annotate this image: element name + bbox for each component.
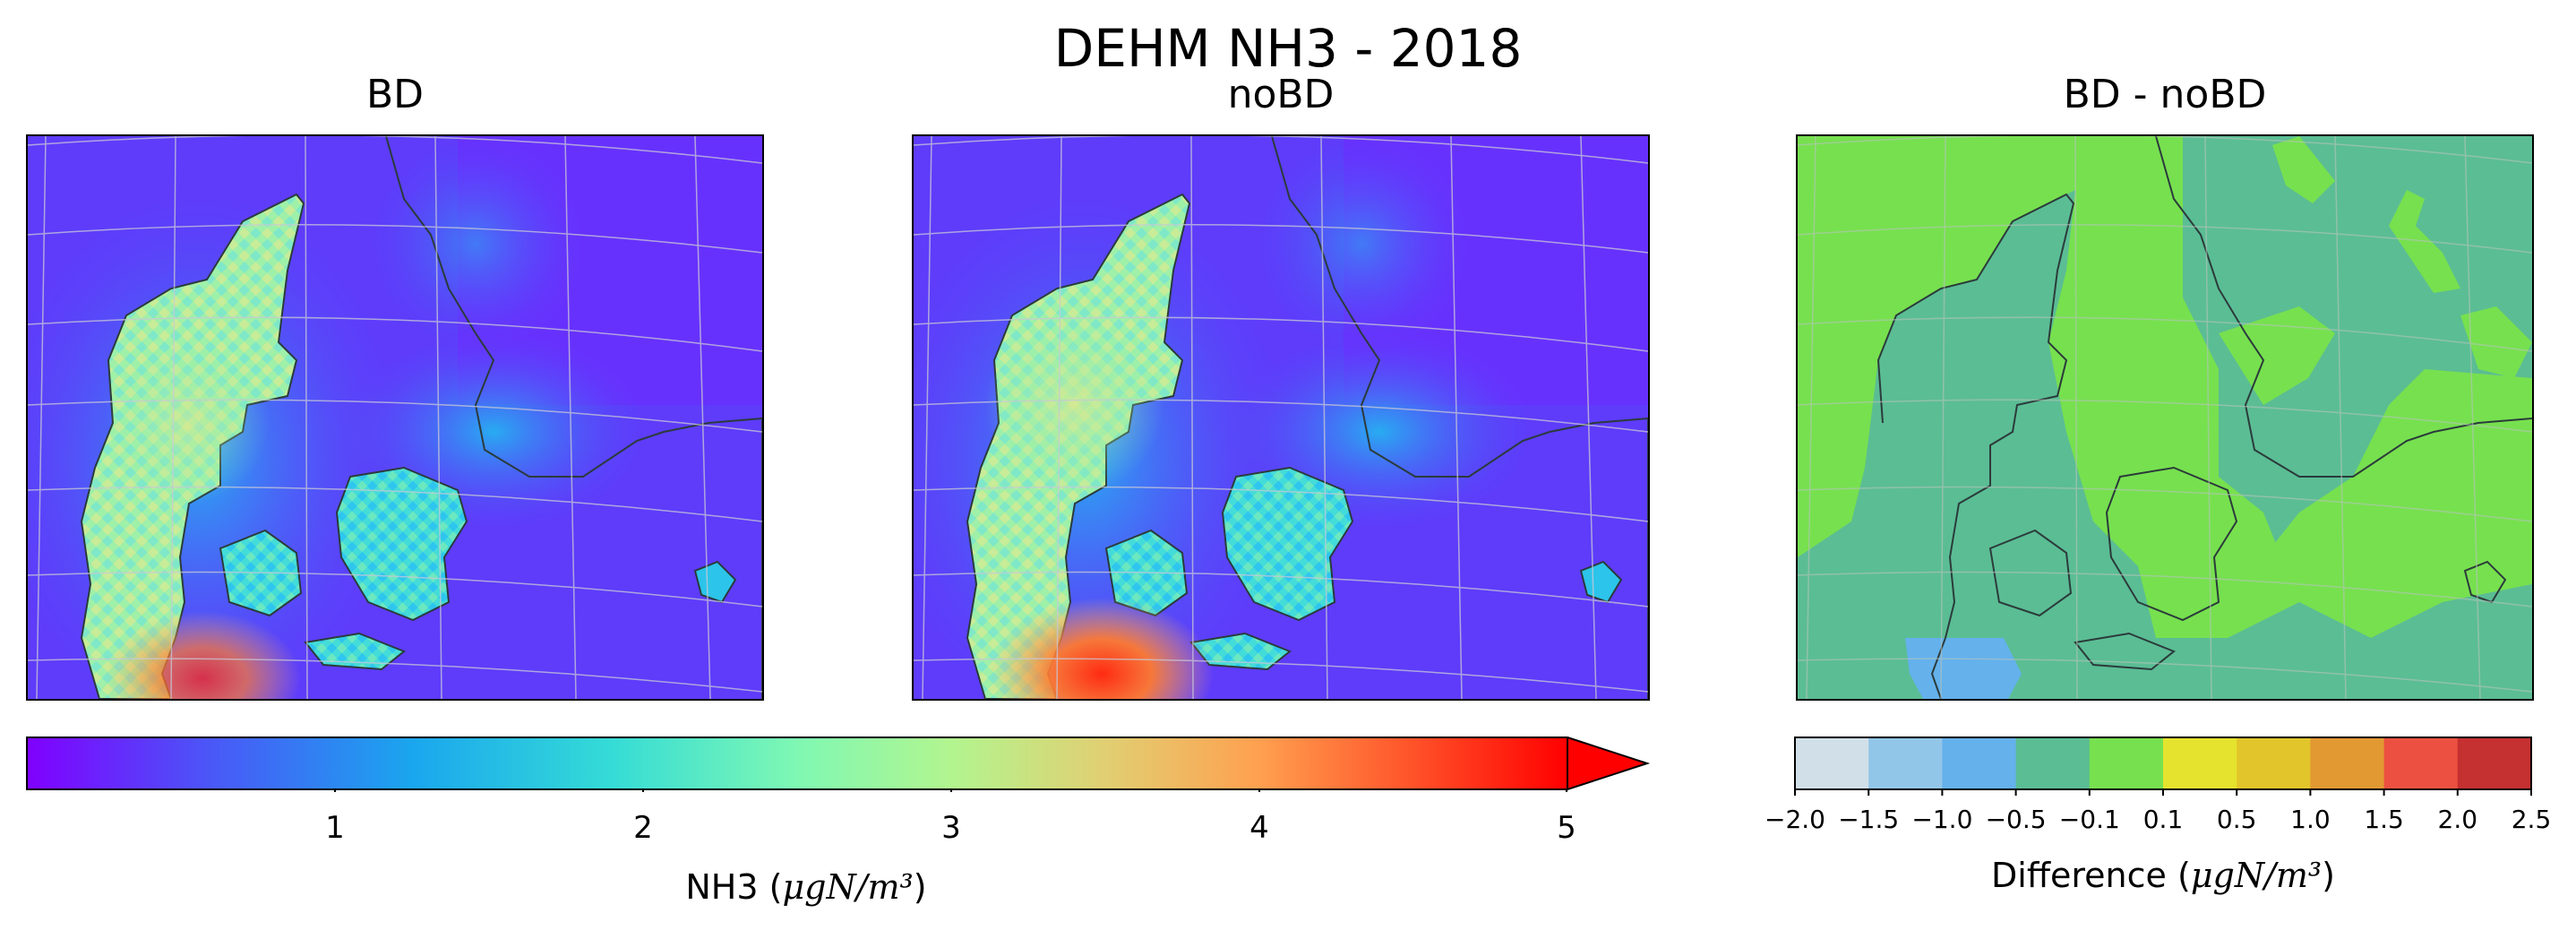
colorbar-diff-tick-label: −0.5: [1985, 805, 2047, 834]
map-diff: [1798, 136, 2532, 699]
colorbar-diff-tick-label: 2.0: [2437, 805, 2478, 834]
hotspot-south: [990, 598, 1214, 699]
colorbar-diff-bin: [2237, 737, 2311, 789]
colorbar-diff-tick-label: 1.0: [2290, 805, 2331, 834]
colorbar-diff: [1794, 737, 2532, 796]
colorbar-diff-bins: [1795, 737, 2532, 789]
bornholm: [693, 560, 737, 604]
gridlines: [28, 136, 762, 699]
colorbar-diff-bin: [1795, 737, 1869, 789]
diff-region-negative: [1905, 638, 2022, 699]
colorbar-diff-bin: [1868, 737, 1943, 789]
colorbar-main-tick-label: 3: [941, 810, 961, 846]
diff-region-positive: [1798, 136, 2299, 638]
colorbar-diff-bin: [2457, 737, 2532, 789]
colorbar-main-gradient: [27, 737, 1567, 789]
gridlines: [1798, 136, 2532, 699]
colorbar-diff-tick-label: −2.0: [1765, 805, 1825, 834]
colorbar-diff-tick-label: 1.5: [2364, 805, 2404, 834]
panel-title-diff: BD - noBD: [2063, 72, 2267, 117]
colorbar-extend-arrow: [1567, 737, 1651, 791]
colorbar-diff-tick-label: 2.5: [2511, 805, 2552, 834]
colorbar-diff-tick-label: −1.0: [1911, 805, 1973, 834]
colorbar-diff-bin: [2310, 737, 2385, 789]
colorbar-diff-bin: [2163, 737, 2237, 789]
colorbar-diff-tick-label: −1.5: [1838, 805, 1900, 834]
colorbar-main-tick-label: 1: [325, 810, 345, 846]
map-nobd: [914, 136, 1648, 699]
colorbar-diff-bin: [1942, 737, 2017, 789]
colorbar-diff-tick-label: 0.1: [2142, 805, 2184, 834]
colorbar-diff-bin: [2015, 737, 2091, 789]
panel-title-bd: BD: [365, 72, 425, 117]
colorbar-diff-label: Difference (μgN/m³): [1991, 856, 2335, 895]
colorbar-diff-tick-label: −0.1: [2058, 805, 2120, 834]
colorbar-main-tick-label: 4: [1249, 810, 1269, 846]
colorbar-main-ticks: [334, 789, 1567, 792]
colorbar-main-label: NH3 (μgN/m³): [685, 867, 927, 907]
colorbar-diff-bin: [2089, 737, 2164, 789]
map-panel-bd: [26, 134, 764, 701]
map-bd: [28, 136, 762, 699]
colorbar-diff-bin: [2383, 737, 2459, 789]
map-panel-diff: [1796, 134, 2534, 701]
bornholm: [1579, 560, 1623, 604]
colorbar-main-tick-label: 5: [1557, 810, 1576, 846]
panel-title-nobd: noBD: [1227, 72, 1335, 117]
colorbar-diff-tick-label: 0.5: [2216, 805, 2257, 834]
map-panel-nobd: [912, 134, 1650, 701]
colorbar-main-tick-label: 2: [633, 810, 653, 846]
hotspot-south: [104, 611, 301, 699]
figure-title: DEHM NH3 - 2018: [1053, 18, 1523, 79]
colorbar-diff-ticks: [1794, 789, 2532, 796]
gridlines: [914, 136, 1648, 699]
colorbar-main: [26, 737, 1651, 792]
